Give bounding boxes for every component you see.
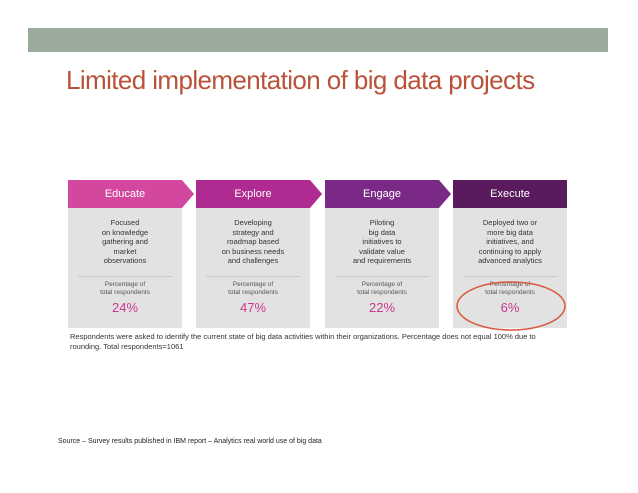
divider <box>78 276 172 277</box>
stage-educate: Educate Focused on knowledge gathering a… <box>68 180 194 328</box>
stage-arrow <box>196 180 322 208</box>
stage-description: Piloting big data initiatives to validat… <box>352 218 412 265</box>
stage-arrow <box>325 180 451 208</box>
header-bar <box>28 28 608 52</box>
stage-description: Deployed two or more big data initiative… <box>478 218 542 265</box>
stage-header: Educate <box>68 180 194 208</box>
stage-execute: Execute Deployed two or more big data in… <box>453 180 567 328</box>
stage-header: Execute <box>453 180 567 208</box>
pct-value: 24% <box>111 300 139 315</box>
source-citation: Source – Survey results published in IBM… <box>58 438 322 445</box>
pct-label: Percentage of total respondents <box>485 281 535 296</box>
stage-header: Explore <box>196 180 322 208</box>
divider <box>206 276 300 277</box>
stage-name: Educate <box>104 188 146 200</box>
stage-description: Focused on knowledge gathering and marke… <box>101 218 149 265</box>
stage-body <box>325 208 439 328</box>
highlight-ellipse <box>456 281 566 331</box>
stage-arrow <box>68 180 194 208</box>
stage-body <box>68 208 182 328</box>
stage-body <box>453 208 567 328</box>
divider <box>335 276 429 277</box>
slide-title: Limited implementation of big data proje… <box>66 65 535 95</box>
pct-value: 47% <box>239 300 267 315</box>
stages-diagram: Educate Focused on knowledge gathering a… <box>68 180 568 330</box>
footnote: Respondents were asked to identify the c… <box>70 332 536 351</box>
divider <box>463 276 557 277</box>
pct-value: 22% <box>368 300 396 315</box>
stage-name: Explore <box>234 188 272 200</box>
pct-value: 6% <box>500 300 520 315</box>
pct-label: Percentage of total respondents <box>100 281 150 296</box>
stage-box <box>453 180 567 208</box>
pct-label: Percentage of total respondents <box>357 281 407 296</box>
stage-body <box>196 208 310 328</box>
stage-name: Engage <box>363 188 401 200</box>
stage-name: Execute <box>490 188 530 200</box>
pct-label: Percentage of total respondents <box>228 281 278 296</box>
stage-engage: Engage Piloting big data initiatives to … <box>325 180 451 328</box>
stage-explore: Explore Developing strategy and roadmap … <box>196 180 322 328</box>
stage-header: Engage <box>325 180 451 208</box>
stage-description: Developing strategy and roadmap based on… <box>221 218 285 265</box>
